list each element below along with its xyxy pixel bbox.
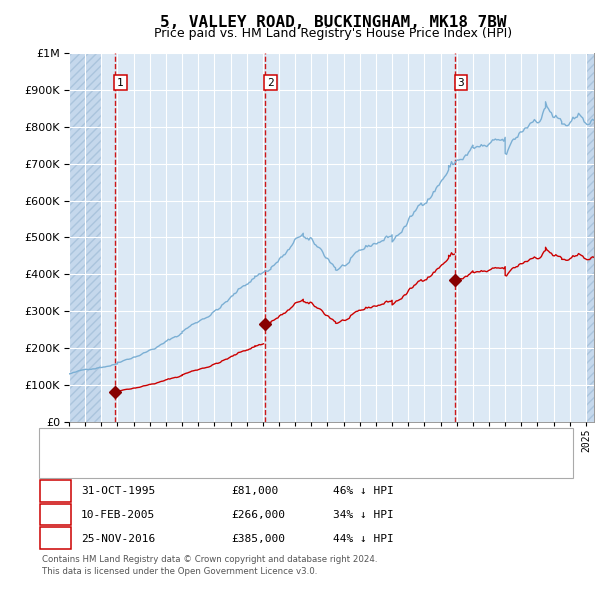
Text: 46% ↓ HPI: 46% ↓ HPI [333,487,394,496]
Text: 10-FEB-2005: 10-FEB-2005 [81,510,155,520]
Text: HPI: Average price, detached house, Buckinghamshire: HPI: Average price, detached house, Buck… [99,456,431,466]
Text: 3: 3 [458,78,464,87]
Text: 1: 1 [52,485,59,498]
Text: £385,000: £385,000 [231,534,285,543]
Text: 1: 1 [117,78,124,87]
Text: 2: 2 [267,78,274,87]
Text: 2: 2 [52,509,59,522]
Text: 34% ↓ HPI: 34% ↓ HPI [333,510,394,520]
Text: 5, VALLEY ROAD, BUCKINGHAM, MK18 7BW: 5, VALLEY ROAD, BUCKINGHAM, MK18 7BW [160,15,506,30]
Text: 5, VALLEY ROAD, BUCKINGHAM, MK18 7BW (detached house): 5, VALLEY ROAD, BUCKINGHAM, MK18 7BW (de… [99,437,443,446]
Bar [586,53,594,422]
Text: 25-NOV-2016: 25-NOV-2016 [81,534,155,543]
Text: Price paid vs. HM Land Registry's House Price Index (HPI): Price paid vs. HM Land Registry's House … [154,27,512,40]
Text: 3: 3 [52,532,59,545]
Text: 31-OCT-1995: 31-OCT-1995 [81,487,155,496]
Text: Contains HM Land Registry data © Crown copyright and database right 2024.: Contains HM Land Registry data © Crown c… [42,555,377,564]
Text: This data is licensed under the Open Government Licence v3.0.: This data is licensed under the Open Gov… [42,567,317,576]
Text: £81,000: £81,000 [231,487,278,496]
Bar [69,53,101,422]
Text: 44% ↓ HPI: 44% ↓ HPI [333,534,394,543]
Text: £266,000: £266,000 [231,510,285,520]
